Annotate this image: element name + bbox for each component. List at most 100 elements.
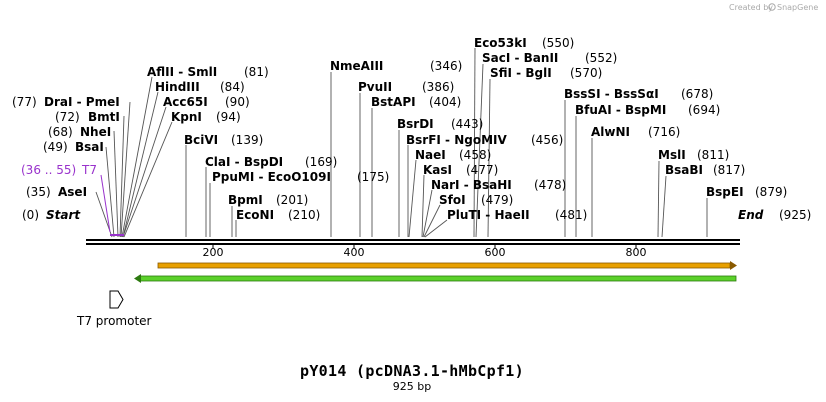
end-label: End — [738, 208, 764, 222]
site-bsssi-bsssai[interactable]: BssSI - BssSαI (678) — [564, 87, 713, 101]
site-name: BmtI — [88, 110, 120, 124]
leader-saci — [475, 63, 484, 238]
site-name: MslI — [658, 148, 686, 162]
site-name: BsrFI - NgoMIV — [406, 133, 507, 147]
site-position: (386) — [422, 80, 454, 94]
leader-eco53ki — [473, 47, 476, 238]
leader-bmti — [119, 115, 125, 238]
leader-msli — [657, 160, 660, 238]
site-econi[interactable]: EcoNI (210) — [236, 208, 320, 222]
leader-drai-pmei — [120, 101, 131, 238]
site-bspei[interactable]: BspEI (879) — [706, 185, 787, 199]
leader-kasi — [421, 174, 425, 238]
site-name: AseI — [58, 185, 87, 199]
site-sfii-bgli[interactable]: SfiI - BglI (570) — [490, 66, 602, 80]
feature-green-bar[interactable] — [134, 274, 737, 283]
site-drai-pmei[interactable]: (77) DraI - PmeI — [12, 95, 120, 109]
site-aflii-smli[interactable]: AflII - SmlI (81) — [147, 65, 269, 79]
leader-nari — [422, 189, 433, 238]
site-position: (49) — [43, 140, 68, 154]
feature-orange-bar[interactable] — [157, 261, 737, 270]
site-position: (72) — [55, 110, 80, 124]
site-alwni[interactable]: AlwNI (716) — [591, 125, 680, 139]
site-position: (81) — [244, 65, 269, 79]
site-position: (694) — [688, 103, 720, 117]
credit-text: Created by — [729, 3, 773, 12]
site-name: BstAPI — [371, 95, 416, 109]
primer-range: (36 .. 55) — [21, 163, 76, 177]
site-name: SacI - BanII — [482, 51, 558, 65]
start-position: (0) — [22, 208, 39, 222]
site-bstapi[interactable]: BstAPI (404) — [371, 95, 461, 109]
site-pluti-haeii[interactable]: PluTI - HaeII (481) — [447, 208, 587, 222]
site-position: (443) — [451, 117, 483, 131]
site-name: PluTI - HaeII — [447, 208, 530, 222]
leader-acc65i — [122, 106, 167, 238]
site-position: (404) — [429, 95, 461, 109]
site-leader-lines — [95, 47, 708, 238]
site-nmeaiii[interactable]: NmeAIII (346) — [330, 59, 462, 73]
site-msli[interactable]: MslI (811) — [658, 148, 729, 162]
site-saci-banii[interactable]: SacI - BanII (552) — [482, 51, 617, 65]
site-position: (678) — [681, 87, 713, 101]
leader-pluti — [424, 219, 448, 238]
site-bsrdi[interactable]: BsrDI (443) — [397, 117, 483, 131]
ruler-label-200: 200 — [203, 246, 224, 259]
site-position: (570) — [570, 66, 602, 80]
site-bpmi[interactable]: BpmI (201) — [228, 193, 308, 207]
site-name: NarI - BsaHI — [431, 178, 512, 192]
site-name: KpnI — [171, 110, 202, 124]
backbone — [86, 239, 740, 248]
leader-nhei — [113, 130, 119, 238]
ruler-label-600: 600 — [485, 246, 506, 259]
end-position: (925) — [779, 208, 811, 222]
site-eco53ki[interactable]: Eco53kI (550) — [474, 36, 574, 50]
site-kasi[interactable]: KasI (477) — [423, 163, 498, 177]
site-position: (77) — [12, 95, 37, 109]
site-bsabi[interactable]: BsaBI (817) — [665, 163, 745, 177]
site-sfoi[interactable]: SfoI (479) — [439, 193, 513, 207]
site-name: NmeAIII — [330, 59, 383, 73]
site-name: BssSI - BssSαI — [564, 87, 659, 101]
site-name: AlwNI — [591, 125, 630, 139]
site-name: BfuAI - BspMI — [575, 103, 666, 117]
site-position: (477) — [466, 163, 498, 177]
site-name: PvuII — [358, 80, 392, 94]
site-position: (35) — [26, 185, 51, 199]
site-nhei[interactable]: (68) NheI — [48, 125, 111, 139]
snapgene-logo-icon — [768, 3, 776, 11]
site-position: (817) — [713, 163, 745, 177]
site-bmti[interactable]: (72) BmtI — [55, 110, 120, 124]
site-asei[interactable]: (35) AseI — [26, 185, 87, 199]
site-position: (94) — [216, 110, 241, 124]
site-clai-bspdi[interactable]: ClaI - BspDI (169) — [205, 155, 337, 169]
site-bfuai-bspmi[interactable]: BfuAI - BspMI (694) — [575, 103, 720, 117]
site-name: BsrDI — [397, 117, 434, 131]
site-name: BpmI — [228, 193, 263, 207]
primer-leader-line — [100, 174, 111, 233]
site-name: HindIII — [155, 80, 200, 94]
site-name: NheI — [80, 125, 111, 139]
t7-promoter-arrow-icon[interactable] — [109, 290, 124, 309]
site-bcivi[interactable]: BciVI (139) — [184, 133, 263, 147]
site-ppumi-ecoo109i[interactable]: PpuMI - EcoO109I (175) — [212, 170, 389, 184]
site-naei[interactable]: NaeI (458) — [415, 148, 491, 162]
site-bsai[interactable]: (49) BsaI — [43, 140, 104, 154]
site-name: BciVI — [184, 133, 218, 147]
site-bsrfi-ngomiv[interactable]: BsrFI - NgoMIV (456) — [406, 133, 563, 147]
site-position: (175) — [357, 170, 389, 184]
site-kpni[interactable]: KpnI (94) — [171, 110, 241, 124]
site-hindiii[interactable]: HindIII (84) — [155, 80, 245, 94]
site-position: (481) — [555, 208, 587, 222]
leader-kpni — [123, 121, 173, 238]
site-pvuii[interactable]: PvuII (386) — [358, 80, 454, 94]
ruler-label-400: 400 — [344, 246, 365, 259]
site-position: (550) — [542, 36, 574, 50]
site-name: AflII - SmlI — [147, 65, 217, 79]
site-acc65i[interactable]: Acc65I (90) — [163, 95, 250, 109]
site-position: (139) — [231, 133, 263, 147]
site-nari-bsahi[interactable]: NarI - BsaHI (478) — [431, 178, 566, 192]
site-position: (84) — [220, 80, 245, 94]
site-name: Acc65I — [163, 95, 208, 109]
